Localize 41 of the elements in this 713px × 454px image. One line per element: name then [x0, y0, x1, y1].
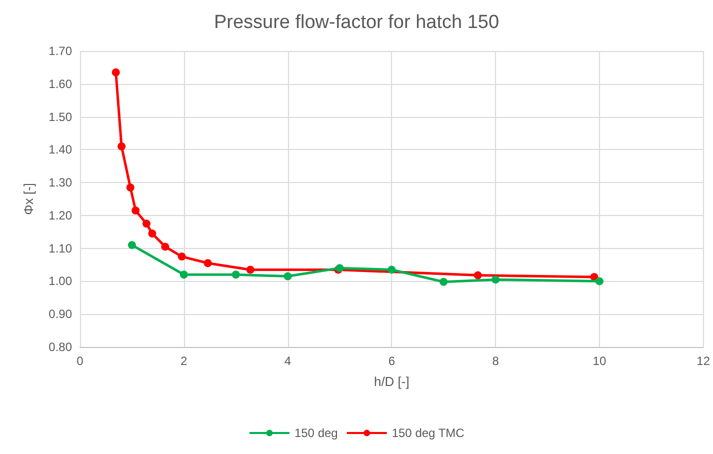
legend-label: 150 deg TMC — [392, 426, 465, 440]
point — [118, 142, 126, 150]
point — [148, 230, 156, 238]
point — [178, 252, 186, 261]
x-tick-label: 6 — [388, 354, 396, 368]
point — [246, 266, 254, 274]
point — [126, 183, 134, 192]
x-tick-label: 12 — [696, 354, 710, 368]
x-tick-label: 8 — [492, 354, 500, 368]
x-tick-label: 2 — [180, 354, 188, 368]
point — [284, 272, 292, 280]
y-axis-title: Φx [-] — [21, 182, 36, 216]
chart-title: Pressure flow-factor for hatch 150 — [214, 12, 500, 33]
y-tick-label: 0.90 — [48, 307, 72, 322]
point — [492, 276, 500, 284]
point — [474, 271, 482, 280]
y-tick-label: 1.60 — [48, 76, 72, 91]
x-tick-label: 0 — [76, 354, 84, 368]
x-tick-label: 10 — [592, 354, 606, 368]
point — [388, 266, 396, 274]
point — [112, 68, 120, 76]
point — [180, 270, 188, 279]
y-tick-label: 1.10 — [48, 241, 72, 256]
point — [440, 278, 448, 286]
legend-label: 150 deg — [294, 426, 338, 440]
point — [232, 270, 240, 279]
y-tick-label: 1.40 — [48, 142, 72, 157]
y-tick-label: 1.20 — [48, 208, 72, 222]
y-tick-label: 1.00 — [48, 274, 72, 288]
point — [204, 259, 212, 268]
x-axis-title: h/D [-] — [374, 374, 410, 389]
y-tick-label: 1.50 — [48, 110, 72, 124]
y-tick-label: 1.30 — [48, 176, 72, 190]
point — [595, 277, 604, 286]
point — [142, 220, 150, 228]
y-tick-label: 0.80 — [48, 340, 72, 354]
point — [132, 206, 140, 215]
point — [161, 242, 170, 251]
point — [128, 241, 136, 250]
x-tick-label: 4 — [284, 354, 292, 368]
y-tick-label: 1.70 — [48, 44, 72, 58]
